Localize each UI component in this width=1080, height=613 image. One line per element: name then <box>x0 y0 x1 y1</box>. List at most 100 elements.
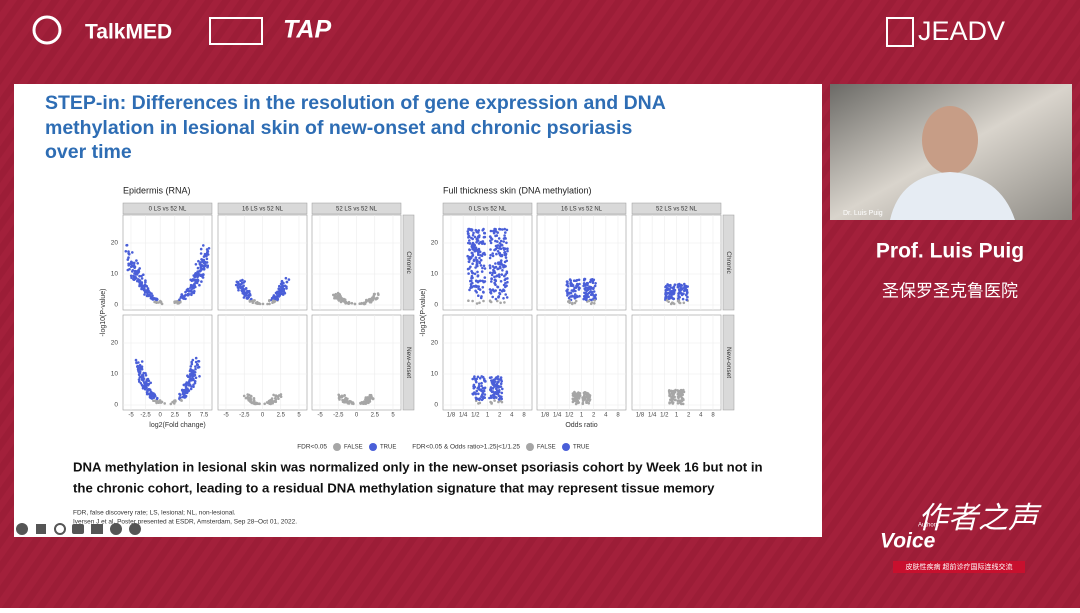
point <box>141 375 145 378</box>
x-tick-label: -5 <box>223 413 229 419</box>
next-button[interactable] <box>129 523 141 535</box>
panel-header: 0 LS vs 52 NL <box>469 207 507 213</box>
point <box>679 284 682 288</box>
point <box>574 299 578 303</box>
point <box>244 288 247 291</box>
point <box>186 293 190 296</box>
logo-box <box>209 17 263 45</box>
point <box>140 274 143 278</box>
point <box>497 295 500 299</box>
x-axis-label: log2(Fold change) <box>149 422 205 429</box>
point <box>138 370 142 373</box>
point <box>671 402 675 405</box>
point <box>493 399 496 402</box>
point <box>337 393 341 397</box>
point <box>480 381 483 385</box>
x-tick-label: 2 <box>592 413 596 419</box>
prev-button[interactable] <box>16 523 28 535</box>
footnote: FDR, false discovery rate; LS, lesional;… <box>73 510 236 517</box>
point <box>466 267 470 271</box>
x-tick-label: -5 <box>317 413 323 419</box>
point <box>480 384 483 388</box>
row-label: Chronic <box>725 251 732 274</box>
point <box>483 393 487 396</box>
point <box>478 256 481 260</box>
point <box>196 266 200 270</box>
point <box>368 400 372 403</box>
point <box>258 402 261 406</box>
point <box>497 394 501 398</box>
y-tick-label: 10 <box>111 271 119 278</box>
point <box>590 287 593 290</box>
point <box>574 402 578 406</box>
point <box>336 294 339 298</box>
point <box>254 301 257 305</box>
pen-button[interactable] <box>36 524 46 534</box>
point <box>249 394 253 398</box>
point <box>155 397 159 401</box>
point <box>192 383 195 387</box>
point <box>240 282 243 286</box>
point <box>483 276 487 279</box>
point <box>194 360 198 364</box>
row-strip <box>722 314 735 411</box>
point <box>500 380 504 383</box>
x-tick-label: 4 <box>699 413 703 419</box>
x-tick-label: 1/4 <box>459 413 468 419</box>
point <box>483 387 486 390</box>
summary: DNA methylation in lesional skin was nor… <box>73 459 763 474</box>
legend-item: TRUE <box>573 445 589 451</box>
point <box>471 392 475 396</box>
point <box>497 237 501 240</box>
point <box>669 286 673 289</box>
point <box>128 267 131 271</box>
point <box>678 301 682 305</box>
point <box>137 378 141 381</box>
point <box>200 264 204 267</box>
y-tick-label: 0 <box>114 302 118 309</box>
point <box>491 295 495 299</box>
point <box>499 382 503 386</box>
point <box>568 301 571 305</box>
speaker-affiliation: 圣保罗圣克鲁医院 <box>882 281 1018 300</box>
camera-button[interactable] <box>91 524 103 534</box>
point <box>479 264 483 267</box>
point <box>502 240 506 243</box>
point <box>199 252 203 255</box>
row-label: Chronic <box>405 251 412 274</box>
point <box>594 282 597 285</box>
zoom-button[interactable] <box>54 523 66 535</box>
point <box>268 302 271 306</box>
point <box>140 277 144 280</box>
point <box>495 274 498 278</box>
point <box>342 299 345 303</box>
point <box>251 301 255 305</box>
point <box>586 392 590 395</box>
cc-button[interactable] <box>72 524 84 534</box>
point <box>466 254 470 258</box>
more-button[interactable] <box>110 523 122 535</box>
point <box>503 252 507 256</box>
point <box>476 274 480 277</box>
point <box>199 247 203 251</box>
point <box>140 360 144 363</box>
point <box>346 401 350 405</box>
point <box>265 401 269 404</box>
point <box>198 375 201 378</box>
point <box>147 379 151 383</box>
point <box>149 396 152 400</box>
point <box>135 361 138 364</box>
point <box>505 270 509 274</box>
strip <box>631 202 722 215</box>
point <box>278 294 282 297</box>
point <box>190 360 193 364</box>
legend-swatch <box>333 443 341 451</box>
point <box>189 365 193 368</box>
point <box>476 387 480 390</box>
point <box>670 389 674 393</box>
point <box>572 289 575 293</box>
point <box>125 244 128 247</box>
point <box>471 377 475 381</box>
point <box>498 378 502 381</box>
